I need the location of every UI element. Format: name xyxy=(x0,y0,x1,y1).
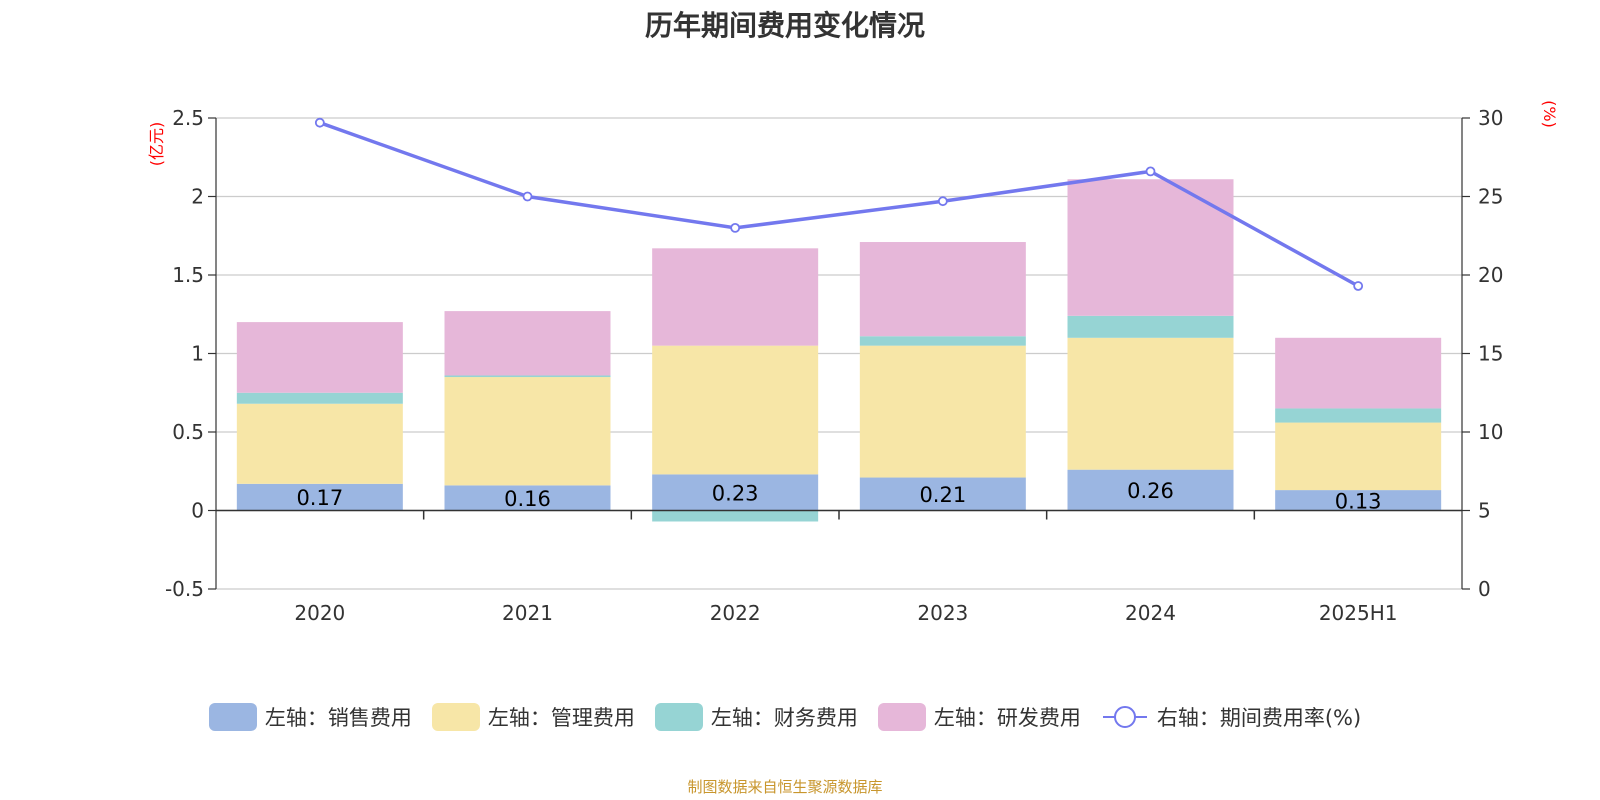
legend-swatch xyxy=(654,703,703,731)
legend-line-swatch xyxy=(1102,706,1147,728)
legend: 左轴：销售费用 左轴：管理费用 左轴：财务费用 左轴：研发费用 右轴：期间费用率(%) xyxy=(0,702,1570,732)
legend-item[interactable]: 左轴：研发费用 xyxy=(877,702,1081,732)
rate-point xyxy=(522,191,533,202)
bar-data-label: 0.26 xyxy=(1127,479,1174,503)
bar-segment-admin xyxy=(1275,422,1442,491)
y-right-tick-label: 25 xyxy=(1478,185,1503,209)
x-tick-label: 2021 xyxy=(502,601,553,625)
legend-swatch xyxy=(208,703,257,731)
x-tick-label: 2023 xyxy=(917,601,968,625)
legend-label: 左轴：销售费用 xyxy=(264,706,412,730)
bar-segment-rnd xyxy=(444,311,611,376)
bar-data-label: 0.16 xyxy=(504,487,551,511)
rate-point xyxy=(314,117,325,128)
bar-segment-finance xyxy=(859,336,1026,346)
x-tick-label: 2024 xyxy=(1125,601,1176,625)
y-left-tick-label: 1.5 xyxy=(172,263,204,287)
y-left-tick-label: 0 xyxy=(191,499,204,523)
y-right-tick-label: 5 xyxy=(1478,499,1491,523)
y-left-tick-label: -0.5 xyxy=(165,577,204,601)
bar-segment-admin xyxy=(652,345,819,475)
rate-point xyxy=(1353,281,1364,291)
bar-segment-sales xyxy=(859,477,1026,511)
bar-data-label: 0.13 xyxy=(1335,489,1382,513)
source-note: 制图数据来自恒生聚源数据库 xyxy=(687,778,883,796)
y-right-unit-label: (%) xyxy=(1540,100,1559,128)
legend-swatch xyxy=(431,703,480,731)
legend-item[interactable]: 右轴：期间费用率(%) xyxy=(1101,702,1361,732)
y-left-tick-label: 2.5 xyxy=(172,106,204,130)
bar-segment-sales xyxy=(236,483,403,511)
legend-label: 左轴：研发费用 xyxy=(933,706,1081,730)
x-tick-label: 2020 xyxy=(294,601,345,625)
legend-item[interactable]: 左轴：财务费用 xyxy=(654,702,858,732)
bar-segment-admin xyxy=(236,403,403,484)
bar-segment-finance xyxy=(236,392,403,404)
bar-segment-admin xyxy=(1067,337,1234,470)
bar-segment-sales xyxy=(1067,469,1234,511)
bar-segment-sales xyxy=(1275,490,1442,511)
legend-label: 左轴：财务费用 xyxy=(710,706,858,730)
rate-point xyxy=(937,196,948,207)
rate-line xyxy=(319,121,1360,288)
y-right-tick-label: 30 xyxy=(1478,106,1503,130)
legend-item[interactable]: 左轴：销售费用 xyxy=(208,702,412,732)
legend-label: 左轴：管理费用 xyxy=(487,706,635,730)
bar-segment-rnd xyxy=(236,322,403,393)
legend-item[interactable]: 左轴：管理费用 xyxy=(431,702,635,732)
y-left-tick-label: 0.5 xyxy=(172,420,204,444)
bar-segment-rnd xyxy=(859,242,1026,337)
bar-segment-sales xyxy=(444,485,611,511)
bar-segment-rnd xyxy=(1067,179,1234,316)
y-left-tick-label: 1 xyxy=(191,342,204,366)
x-tick-label: 2022 xyxy=(710,601,761,625)
y-right-tick-label: 10 xyxy=(1478,420,1503,444)
bar-data-label: 0.23 xyxy=(712,481,759,505)
y-left-unit-label: (亿元) xyxy=(147,122,166,167)
bar-segment-finance xyxy=(1067,315,1234,338)
y-right-tick-label: 0 xyxy=(1478,577,1491,601)
legend-marker xyxy=(1113,706,1136,728)
bar-segment-finance xyxy=(1275,408,1442,423)
rate-point xyxy=(1145,166,1156,177)
chart-title: 历年期间费用变化情况 xyxy=(644,9,925,42)
bar-segment-rnd xyxy=(1275,337,1442,409)
bar-segment-admin xyxy=(444,377,611,486)
bar-data-label: 0.17 xyxy=(296,486,343,510)
bar-segment-finance xyxy=(444,375,611,378)
x-tick-label: 2025H1 xyxy=(1319,601,1398,625)
bar-segment-rnd xyxy=(652,248,819,346)
bar-segment-finance xyxy=(652,510,819,522)
rate-point xyxy=(730,222,741,233)
legend-swatch xyxy=(877,703,926,731)
y-left-tick-label: 2 xyxy=(191,185,204,209)
y-right-tick-label: 15 xyxy=(1478,342,1503,366)
y-right-tick-label: 20 xyxy=(1478,263,1503,287)
bar-segment-admin xyxy=(859,345,1026,478)
chart-plot: -0.5 0 0.5 1 1.5 2 2.5 0 5 10 15 20 25 30 (亿元) (%) 0.17 0… xyxy=(147,100,1559,625)
bar-segment-sales xyxy=(652,474,819,511)
bar-data-label: 0.21 xyxy=(919,483,966,507)
legend-label: 右轴：期间费用率(%) xyxy=(1156,706,1362,730)
